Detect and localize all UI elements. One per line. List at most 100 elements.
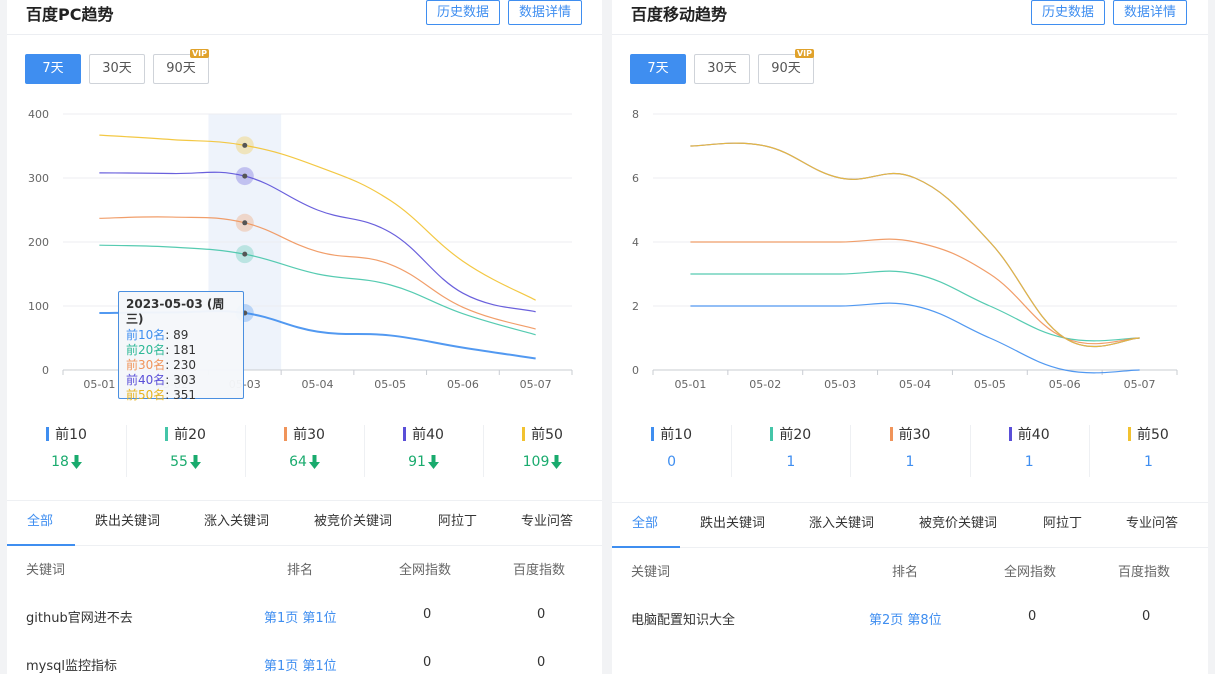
stat-label: 前20 <box>779 427 812 443</box>
x-tick-label: 05-05 <box>374 378 406 391</box>
header-web-index: 全网指数 <box>399 563 452 578</box>
hover-point <box>242 251 248 257</box>
stat-value: 1 <box>786 454 796 470</box>
stat-value: 55 <box>170 454 188 470</box>
hover-point <box>242 173 248 179</box>
web-index-cell: 0 <box>423 607 432 622</box>
rank-link[interactable]: 第2页 第8位 <box>869 613 942 628</box>
stat-top50: 前50 1 <box>1088 420 1208 482</box>
tab-bidded-keywords[interactable]: 被竞价关键词 <box>314 514 393 529</box>
data-detail-button[interactable]: 数据详情 <box>508 0 582 25</box>
tab-all[interactable]: 全部 <box>27 514 54 529</box>
x-tick-label: 05-07 <box>520 378 552 391</box>
tooltip-item: 前50名: 351 <box>126 388 197 402</box>
arrow-down-icon <box>308 455 320 469</box>
baidu-index-cell: 0 <box>537 607 546 622</box>
stat-top20: 前20 55 <box>126 420 245 482</box>
legend-color-bar <box>403 427 407 441</box>
header-baidu-index: 百度指数 <box>513 563 566 578</box>
stat-label: 前10 <box>660 427 693 443</box>
hover-point <box>242 220 248 226</box>
stat-value: 64 <box>289 454 307 470</box>
stat-label: 前10 <box>55 427 87 443</box>
header-divider <box>7 34 602 35</box>
y-tick-label: 100 <box>28 300 49 313</box>
tab-dropped-keywords[interactable]: 跌出关键词 <box>700 516 766 531</box>
stat-top10: 前10 0 <box>612 420 731 482</box>
stat-top10: 前10 18 <box>7 420 126 482</box>
x-tick-label: 05-02 <box>749 378 781 391</box>
legend-color-bar <box>651 427 655 441</box>
tooltip-item: 前30名: 230 <box>126 358 197 372</box>
stat-label: 前40 <box>1017 427 1050 443</box>
stat-top40: 前40 1 <box>969 420 1089 482</box>
tab-gained-keywords[interactable]: 涨入关键词 <box>809 516 875 531</box>
keyword-cell[interactable]: 电脑配置知识大全 <box>631 613 736 628</box>
pc-trend-chart[interactable]: 010020030040005-0105-0205-0305-0405-0505… <box>7 95 602 395</box>
stat-value: 18 <box>51 454 69 470</box>
header-rank: 排名 <box>892 565 919 580</box>
x-tick-label: 05-01 <box>83 378 115 391</box>
header-keyword: 关键词 <box>631 565 671 580</box>
stat-top30: 前30 1 <box>850 420 969 482</box>
tab-all[interactable]: 全部 <box>632 516 659 531</box>
history-data-button[interactable]: 历史数据 <box>1031 0 1105 25</box>
range-90-days-button[interactable]: 90天 VIP <box>153 49 209 84</box>
legend-color-bar <box>1128 427 1131 441</box>
rank-link[interactable]: 第1页 第1位 <box>264 611 337 626</box>
legend-color-bar <box>522 427 526 441</box>
web-index-cell: 0 <box>423 655 432 670</box>
range-7-days-button[interactable]: 7天 <box>630 54 686 84</box>
pc-trend-panel: 百度PC趋势 历史数据 数据详情 7天 30天 90天 VIP 0 100 200 3… <box>7 0 602 674</box>
range-90-days-button[interactable]: 90天 VIP <box>758 49 814 84</box>
stat-label: 前50 <box>1137 427 1169 443</box>
vip-badge: VIP <box>794 49 814 58</box>
keyword-cell[interactable]: github官网进不去 <box>26 611 133 626</box>
stat-top20: 前20 1 <box>731 420 850 482</box>
tab-gained-keywords[interactable]: 涨入关键词 <box>204 514 270 529</box>
legend-color-bar <box>1008 427 1012 441</box>
stat-value: 0 <box>667 454 677 470</box>
mobile-trend-chart[interactable]: 0 2 4 6 8 05-01 05-02 05-03 05-04 05-05 05-06 05-07 <box>612 95 1208 395</box>
active-tab-underline <box>7 544 75 546</box>
panel-title: 百度移动趋势 <box>631 5 728 24</box>
tooltip-label: 前10名 <box>126 328 166 342</box>
range-30-days-button[interactable]: 30天 <box>694 54 750 84</box>
stat-value: 91 <box>408 454 426 470</box>
history-data-button[interactable]: 历史数据 <box>426 0 500 25</box>
range-30-days-button[interactable]: 30天 <box>89 54 145 84</box>
y-tick-label: 6 <box>632 172 639 185</box>
header-divider <box>612 34 1208 35</box>
arrow-down-icon <box>189 455 201 469</box>
tab-aladdin[interactable]: 阿拉丁 <box>1043 516 1083 531</box>
vip-badge: VIP <box>189 49 209 58</box>
y-tick-label: 2 <box>632 300 639 313</box>
x-tick-label: 05-05 <box>974 378 1006 391</box>
x-tick-label: 05-04 <box>302 378 334 391</box>
x-tick-label: 05-06 <box>1049 378 1081 391</box>
y-tick-label: 0 <box>632 364 639 377</box>
tooltip-label: 前50名 <box>126 388 166 402</box>
tab-dropped-keywords[interactable]: 跌出关键词 <box>95 514 161 529</box>
tooltip-value: 181 <box>173 343 197 357</box>
stat-label: 前30 <box>898 427 931 443</box>
tab-aladdin[interactable]: 阿拉丁 <box>438 514 478 529</box>
x-tick-label: 05-04 <box>899 378 931 391</box>
rank-link[interactable]: 第1页 第1位 <box>264 659 337 674</box>
range-7-days-button[interactable]: 7天 <box>25 54 81 84</box>
tab-expert-qa[interactable]: 专业问答 <box>1126 516 1179 531</box>
tab-bidded-keywords[interactable]: 被竞价关键词 <box>919 516 998 531</box>
stat-label: 前20 <box>174 427 206 443</box>
tooltip-item: 前10名: 89 <box>126 328 189 342</box>
keyword-cell[interactable]: mysql监控指标 <box>26 659 117 674</box>
stat-value: 1 <box>1143 454 1153 470</box>
header-web-index: 全网指数 <box>1004 565 1057 580</box>
rank-stats: 前10 18 前20 55 前30 64 前40 91 前50 109 <box>7 420 602 482</box>
header-baidu-index: 百度指数 <box>1118 565 1171 580</box>
data-detail-button[interactable]: 数据详情 <box>1113 0 1187 25</box>
legend-color-bar <box>889 427 893 441</box>
legend-color-bar <box>165 427 169 441</box>
tab-expert-qa[interactable]: 专业问答 <box>521 514 574 529</box>
arrow-down-icon <box>70 455 82 469</box>
y-tick-label: 8 <box>632 108 639 121</box>
